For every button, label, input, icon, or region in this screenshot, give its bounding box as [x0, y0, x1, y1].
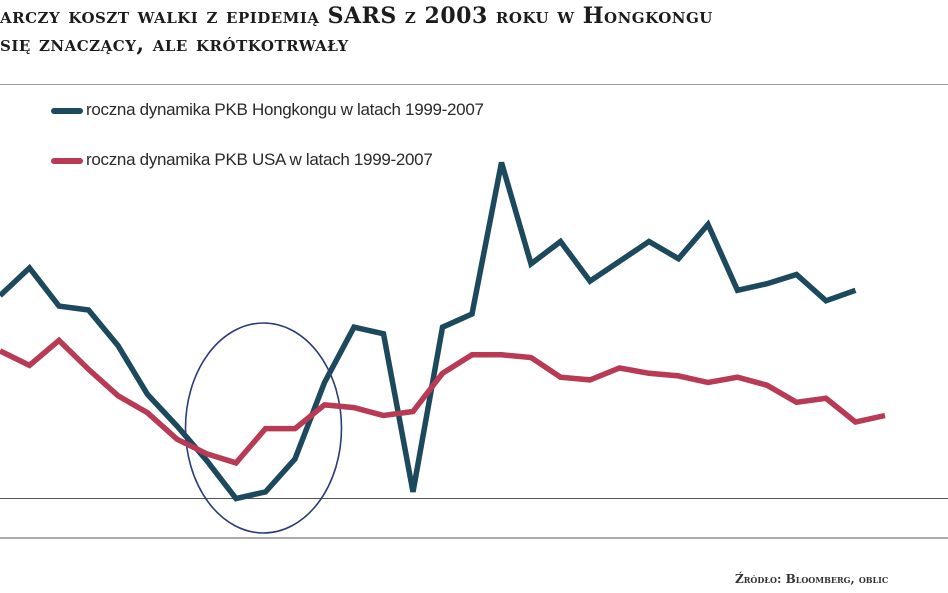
source-note: Źródło: Bloomberg, oblic: [735, 572, 889, 586]
chart-title-line-2: się znaczący, ale krótkotrwały: [0, 31, 349, 57]
legend-label-hongkong: roczna dynamika PKB Hongkongu w latach 1…: [86, 100, 484, 119]
series-line-hongkong: [0, 161, 857, 502]
legend-label-usa: roczna dynamika PKB USA w latach 1999-20…: [86, 150, 433, 169]
sars-highlight-circle: [184, 322, 343, 534]
top-rule: [0, 84, 948, 85]
series-line-usa: [0, 336, 886, 467]
chart-title: arczy koszt walki z epidemią SARS z 2003…: [0, 2, 713, 58]
chart-title-line-1: arczy koszt walki z epidemią SARS z 2003…: [0, 3, 713, 29]
